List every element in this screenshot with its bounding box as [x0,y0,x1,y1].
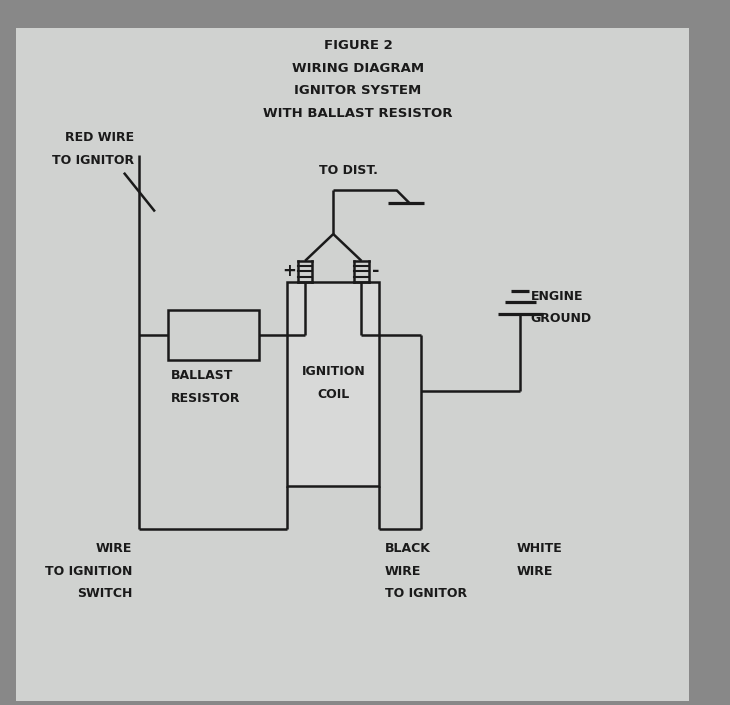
Bar [288,282,379,486]
Text: GROUND: GROUND [531,312,592,325]
Text: IGNITION: IGNITION [301,365,365,378]
Text: WIRE: WIRE [96,542,132,555]
Text: +: + [283,262,296,281]
Text: FIGURE 2: FIGURE 2 [323,39,392,52]
Text: WIRE: WIRE [385,565,421,577]
Text: -: - [372,262,380,281]
Bar [168,310,259,360]
Text: TO IGNITOR: TO IGNITOR [52,154,134,167]
Text: WIRE: WIRE [517,565,553,577]
Text: ENGINE: ENGINE [531,290,583,302]
Text: BALLAST: BALLAST [171,369,234,381]
Text: TO IGNITION: TO IGNITION [45,565,132,577]
Text: WHITE: WHITE [517,542,562,555]
Text: BLACK: BLACK [385,542,431,555]
Text: TO IGNITOR: TO IGNITOR [385,587,467,600]
Text: TO DIST.: TO DIST. [319,164,378,177]
Text: WITH BALLAST RESISTOR: WITH BALLAST RESISTOR [264,107,453,120]
Text: WIRING DIAGRAM: WIRING DIAGRAM [292,62,424,75]
Text: RESISTOR: RESISTOR [171,392,241,405]
Text: IGNITOR SYSTEM: IGNITOR SYSTEM [294,85,422,97]
Text: RED WIRE: RED WIRE [65,131,134,144]
Text: COIL: COIL [317,388,350,400]
Text: SWITCH: SWITCH [77,587,132,600]
